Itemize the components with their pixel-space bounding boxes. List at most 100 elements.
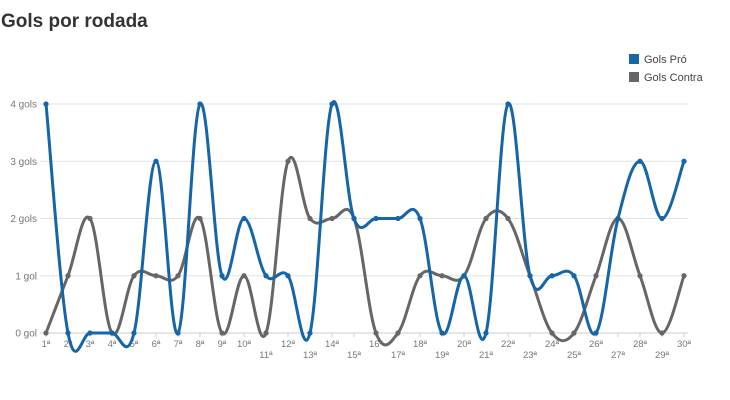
gols-pro-point[interactable] bbox=[417, 215, 423, 222]
gols-contra-point[interactable] bbox=[417, 273, 423, 279]
gols-contra-point[interactable] bbox=[43, 330, 49, 336]
x-tick-label: 18ª bbox=[413, 339, 428, 350]
x-tick-label: 7ª bbox=[174, 339, 183, 350]
gols-contra-point[interactable] bbox=[285, 158, 291, 164]
gols-contra-point[interactable] bbox=[153, 273, 159, 279]
gols-pro-point[interactable] bbox=[219, 273, 225, 279]
gols-contra-point[interactable] bbox=[197, 215, 203, 222]
gols-pro-point[interactable] bbox=[593, 330, 599, 336]
gols-pro-point[interactable] bbox=[65, 330, 71, 336]
x-tick-label: 3ª bbox=[86, 339, 95, 350]
gols-pro-point[interactable] bbox=[615, 215, 621, 222]
x-tick-label: 4ª bbox=[108, 339, 117, 350]
gols-contra-point[interactable] bbox=[373, 330, 379, 336]
x-tick-label: 8ª bbox=[196, 339, 205, 350]
x-tick-label: 27ª bbox=[611, 350, 626, 361]
gols-pro-point[interactable] bbox=[373, 215, 379, 222]
x-tick-label: 10ª bbox=[237, 339, 252, 350]
gols-contra-point[interactable] bbox=[131, 273, 137, 279]
legend-swatch bbox=[629, 72, 639, 82]
x-tick-label: 20ª bbox=[457, 339, 472, 350]
gols-contra-point[interactable] bbox=[219, 330, 225, 336]
x-tick-label: 14ª bbox=[325, 339, 340, 350]
legend-swatch bbox=[629, 54, 639, 64]
gols-pro-point[interactable] bbox=[483, 330, 489, 336]
gols-contra-point[interactable] bbox=[65, 273, 71, 279]
gols-pro-point[interactable] bbox=[637, 158, 643, 164]
x-axis-labels: 1ª 2ª 3ª 4ª 5ª 6ª 7ª 8ª 9ª 10ª 11ª 12ª 13ª 14ª 15ª 16ª 1… bbox=[42, 333, 692, 361]
gols-pro-point[interactable] bbox=[285, 273, 291, 279]
series-layer bbox=[43, 100, 687, 353]
gols-contra-point[interactable] bbox=[175, 273, 181, 279]
y-tick-label: 4 gols bbox=[10, 100, 37, 111]
gols-pro-point[interactable] bbox=[241, 215, 247, 222]
grid-layer bbox=[40, 103, 688, 334]
y-tick-label: 1 gol bbox=[15, 271, 37, 282]
gols-pro-line bbox=[44, 100, 686, 353]
gols-pro-point[interactable] bbox=[153, 158, 159, 164]
x-tick-label: 6ª bbox=[152, 339, 161, 350]
x-tick-label: 22ª bbox=[501, 339, 516, 350]
gols-pro-point[interactable] bbox=[263, 273, 269, 279]
x-tick-label: 23ª bbox=[523, 350, 538, 361]
x-tick-label: 16ª bbox=[369, 339, 384, 350]
legend: Gols Pró Gols Contra bbox=[629, 54, 704, 84]
legend-label[interactable]: Gols Contra bbox=[644, 72, 704, 84]
x-tick-label: 25ª bbox=[567, 350, 582, 361]
y-axis-labels: 0 gol 1 gol 2 gols 3 gols 4 gols bbox=[10, 100, 37, 340]
gols-pro-point[interactable] bbox=[109, 330, 115, 336]
gols-pro-point[interactable] bbox=[87, 330, 93, 336]
x-tick-label: 28ª bbox=[633, 339, 648, 350]
gols-pro-point[interactable] bbox=[505, 101, 511, 107]
gols-pro-point[interactable] bbox=[43, 101, 49, 107]
x-tick-label: 26ª bbox=[589, 339, 604, 350]
gols-pro-point[interactable] bbox=[439, 330, 445, 336]
x-tick-label: 9ª bbox=[218, 339, 227, 350]
x-tick-label: 30ª bbox=[677, 339, 692, 350]
gols-contra-point[interactable] bbox=[307, 215, 313, 222]
gols-contra-point[interactable] bbox=[549, 330, 555, 336]
gols-contra-point[interactable] bbox=[87, 215, 93, 222]
gols-pro-point[interactable] bbox=[395, 215, 401, 222]
gols-pro-point[interactable] bbox=[131, 330, 137, 336]
gols-pro-point[interactable] bbox=[659, 215, 665, 222]
gols-contra-point[interactable] bbox=[263, 330, 269, 336]
gols-contra-point[interactable] bbox=[329, 215, 335, 222]
gols-contra-point[interactable] bbox=[659, 330, 665, 336]
gols-contra-point[interactable] bbox=[483, 215, 489, 222]
chart-title: Gols por rodada bbox=[1, 11, 148, 32]
gols-pro-point[interactable] bbox=[329, 101, 335, 107]
gols-pro-point[interactable] bbox=[197, 101, 203, 107]
gols-contra-point[interactable] bbox=[681, 273, 687, 279]
x-tick-label: 2ª bbox=[64, 339, 73, 350]
x-tick-label: 17ª bbox=[391, 350, 406, 361]
gols-pro-point[interactable] bbox=[571, 273, 577, 279]
gols-contra-point[interactable] bbox=[505, 215, 511, 222]
gols-contra-point[interactable] bbox=[637, 273, 643, 279]
gols-contra-point[interactable] bbox=[571, 330, 577, 336]
x-tick-label: 13ª bbox=[303, 350, 318, 361]
x-tick-label: 29ª bbox=[655, 350, 670, 361]
gols-pro-point[interactable] bbox=[527, 273, 533, 279]
x-tick-label: 15ª bbox=[347, 350, 362, 361]
x-tick-label: 12ª bbox=[281, 339, 296, 350]
gols-pro-point[interactable] bbox=[351, 215, 357, 222]
gols-pro-point[interactable] bbox=[461, 273, 467, 279]
x-tick-label: 5ª bbox=[130, 339, 139, 350]
gols-pro-point[interactable] bbox=[175, 330, 181, 336]
y-tick-label: 3 gols bbox=[10, 157, 37, 168]
gols-contra-point[interactable] bbox=[593, 273, 599, 279]
x-tick-label: 21ª bbox=[479, 350, 494, 361]
x-tick-label: 11ª bbox=[259, 350, 273, 361]
y-tick-label: 2 gols bbox=[10, 214, 37, 225]
gols-contra-point[interactable] bbox=[241, 273, 247, 279]
legend-label[interactable]: Gols Pró bbox=[644, 54, 687, 66]
gols-contra-point[interactable] bbox=[439, 273, 445, 279]
gols-pro-point[interactable] bbox=[549, 273, 555, 279]
x-tick-label: 1ª bbox=[42, 339, 51, 350]
gols-pro-point[interactable] bbox=[681, 158, 687, 164]
gols-pro-point[interactable] bbox=[307, 330, 313, 336]
gols-contra-line bbox=[44, 156, 686, 347]
gols-contra-point[interactable] bbox=[395, 330, 401, 336]
